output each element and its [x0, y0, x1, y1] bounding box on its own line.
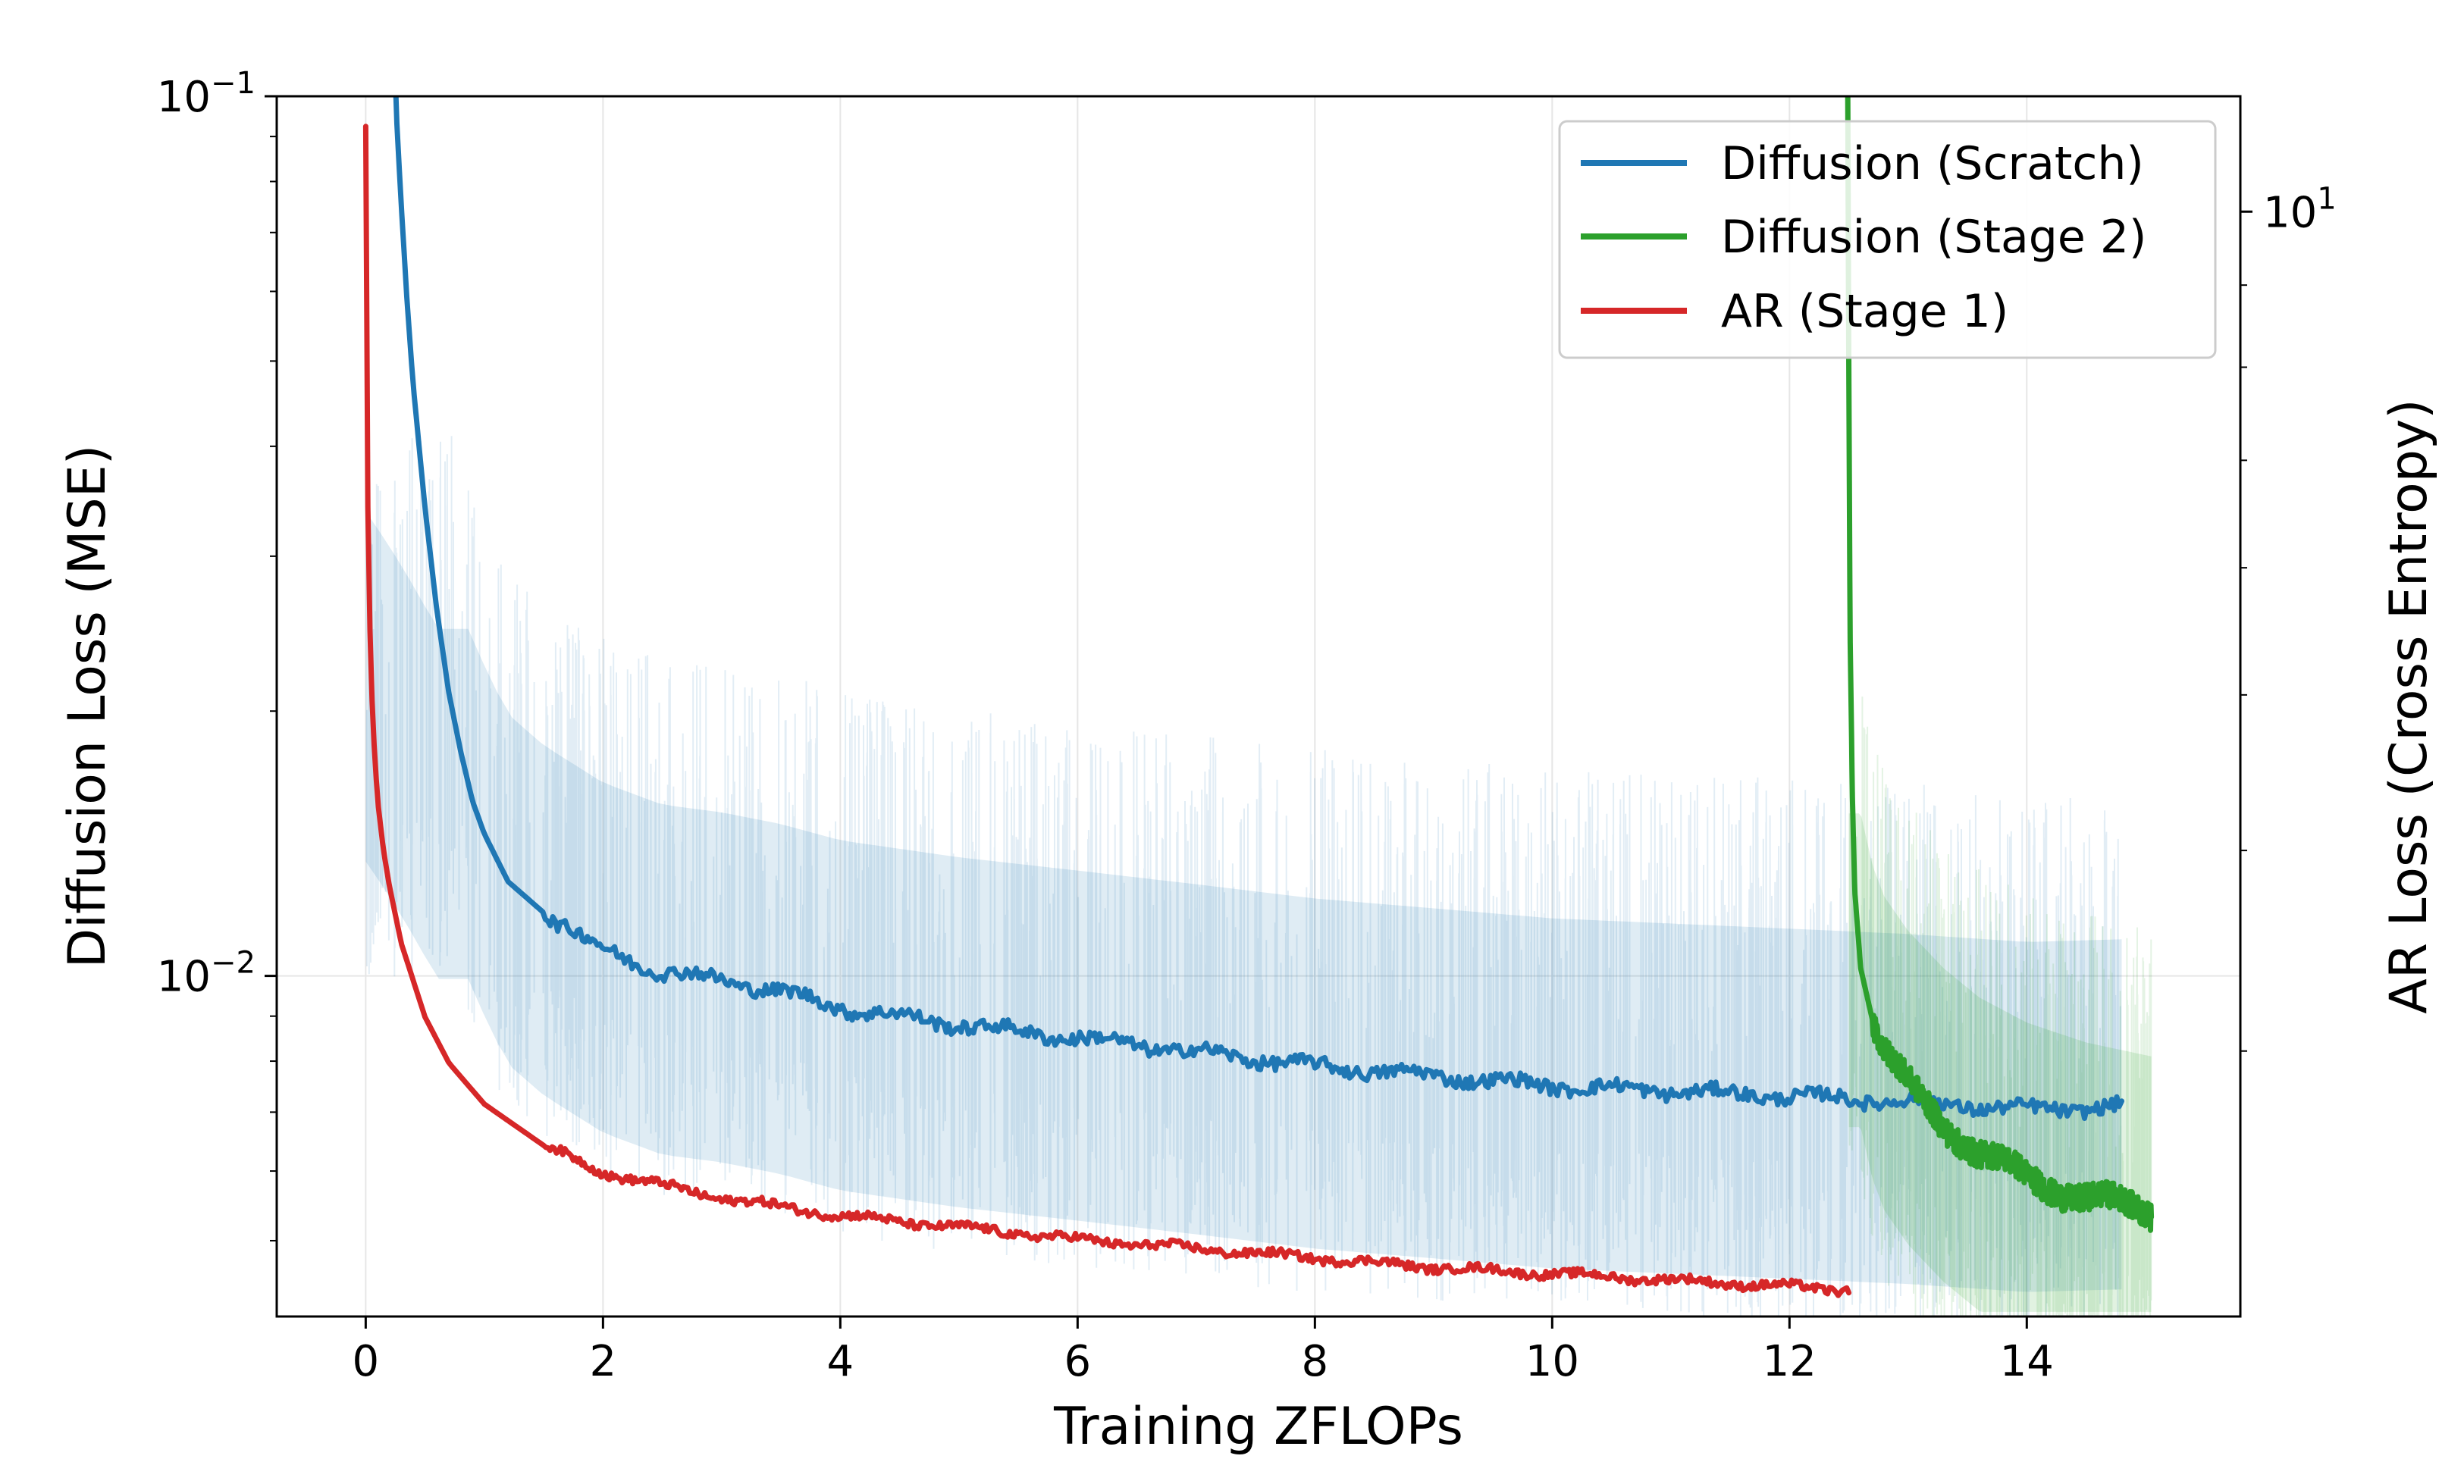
right-tick-label: 101 [2263, 181, 2337, 237]
series-line-diffusion-scratch [393, 96, 2124, 1121]
legend-label-ar-stage1: AR (Stage 1) [1721, 285, 2008, 338]
series-lines [362, 96, 2155, 1298]
x-tick-label: 10 [1525, 1337, 1579, 1386]
x-tick-label: 4 [827, 1337, 854, 1386]
legend-label-diffusion-stage2: Diffusion (Stage 2) [1721, 211, 2146, 264]
x-tick-label: 12 [1763, 1337, 1817, 1386]
left-axis-ticks: 10−1 10−2 [157, 66, 277, 1241]
x-axis-label: Training ZFLOPs [1053, 1397, 1463, 1457]
legend: Diffusion (Scratch) Diffusion (Stage 2) … [1558, 120, 2217, 359]
plot-frame [275, 95, 2242, 1318]
legend-label-diffusion-scratch: Diffusion (Scratch) [1721, 137, 2144, 190]
right-axis-label: AR Loss (Cross Entropy) [2379, 399, 2439, 1013]
right-axis-ticks: 101 [2240, 181, 2337, 1052]
left-tick-label: 10−2 [157, 946, 255, 1002]
x-tick-label: 14 [2000, 1337, 2054, 1386]
x-axis-ticks: 0 2 4 6 8 10 12 14 [353, 1317, 2054, 1386]
x-tick-label: 0 [353, 1337, 380, 1386]
legend-box [1558, 120, 2217, 359]
x-tick-label: 8 [1302, 1337, 1329, 1386]
x-tick-label: 2 [590, 1337, 617, 1386]
noise-band-spikes [366, 436, 2121, 1317]
series-line-ar-stage-1 [362, 124, 1852, 1298]
left-axis-label: Diffusion Loss (MSE) [58, 445, 118, 968]
left-tick-label: 10−1 [157, 66, 255, 122]
series-line-diffusion-stage-2 [1845, 96, 2155, 1233]
x-tick-label: 6 [1064, 1337, 1092, 1386]
